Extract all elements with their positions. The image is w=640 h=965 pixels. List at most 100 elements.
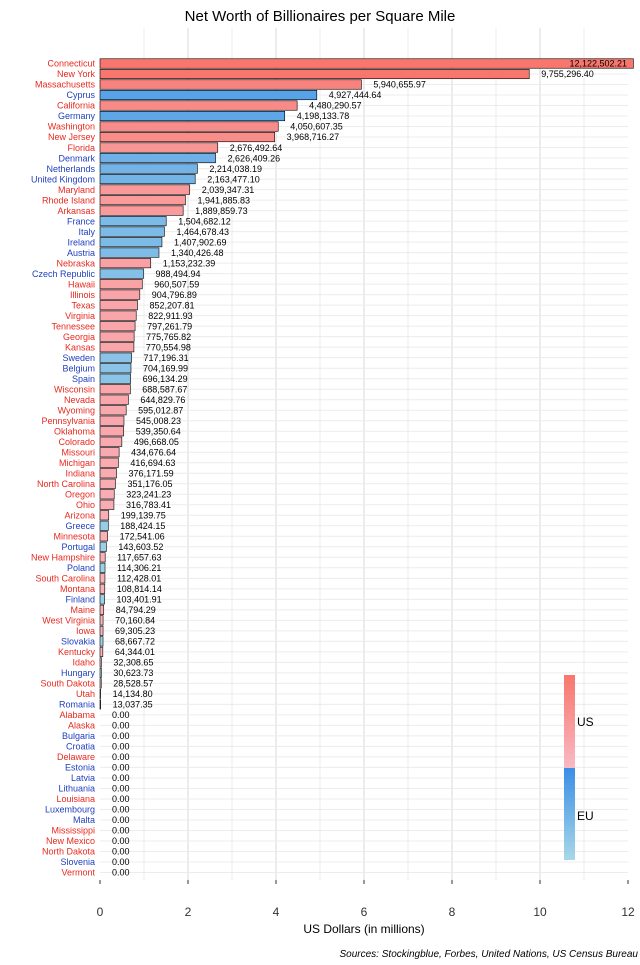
bar-indiana (99, 468, 117, 479)
value-label: 30,623.73 (113, 668, 153, 678)
category-label: Belgium (62, 363, 95, 373)
category-label: Cyprus (66, 90, 95, 100)
value-label: 1,407,902.69 (174, 237, 227, 247)
bar-united-kingdom (99, 174, 196, 185)
value-label: 1,153,232.39 (163, 258, 216, 268)
category-label: Sweden (62, 353, 95, 363)
bar-new-hampshire (99, 552, 106, 563)
value-label: 696,134.29 (143, 374, 188, 384)
category-label: Austria (67, 248, 95, 258)
category-label: Spain (72, 374, 95, 384)
value-label: 770,554.98 (146, 342, 191, 352)
value-label: 143,603.52 (118, 542, 163, 552)
bar-wyoming (99, 405, 127, 416)
category-label: United Kingdom (31, 174, 95, 184)
value-label: 0.00 (112, 731, 130, 741)
bar-portugal (99, 541, 107, 552)
category-label: Maine (70, 605, 95, 615)
bar-virginia (99, 310, 137, 321)
value-label: 12,122,502.21 (569, 59, 627, 69)
bar-pennsylvania (99, 415, 125, 426)
value-label: 112,428.01 (117, 574, 161, 584)
value-label: 2,163,477.10 (207, 174, 260, 184)
category-label: Alabama (59, 710, 95, 720)
bar-idaho (99, 657, 102, 668)
x-tick-labels: 0 2 4 6 8 10 12 (97, 880, 635, 919)
category-label: Massachusetts (35, 80, 96, 90)
value-label: 84,794.29 (116, 605, 156, 615)
category-label: Virginia (65, 311, 95, 321)
value-label: 797,261.79 (147, 321, 192, 331)
bar-south-carolina (99, 573, 106, 584)
bar-iowa (99, 625, 104, 636)
bar-michigan (99, 457, 119, 468)
value-label: 644,829.76 (140, 395, 185, 405)
value-label: 114,306.21 (117, 563, 161, 573)
category-label: Kentucky (58, 647, 96, 657)
bar-denmark (99, 153, 216, 164)
category-label: Illinois (70, 290, 96, 300)
bar-ireland (99, 237, 163, 248)
category-label: Florida (67, 143, 95, 153)
value-label: 988,494.94 (155, 269, 200, 279)
value-label: 103,401.91 (117, 595, 162, 605)
category-label: Texas (71, 300, 95, 310)
bar-california (99, 100, 298, 111)
category-label: Germany (58, 111, 96, 121)
bar-nebraska (99, 258, 152, 269)
category-label: Michigan (59, 458, 95, 468)
category-label: Oklahoma (54, 426, 95, 436)
bar-italy (99, 226, 165, 237)
bar-west-virginia (99, 615, 104, 626)
value-label: 0.00 (112, 794, 130, 804)
bar-cyprus (99, 89, 318, 101)
value-label: 0.00 (112, 868, 130, 878)
value-label: 14,134.80 (113, 689, 153, 699)
category-label: Czech Republic (32, 269, 96, 279)
category-label: Hungary (61, 668, 96, 678)
legend-eu-label: EU (577, 809, 594, 823)
bar-france (99, 216, 167, 227)
category-label: New Hampshire (31, 553, 95, 563)
category-label: California (57, 101, 95, 111)
value-label: 1,464,678.43 (176, 227, 229, 237)
chart-title: Net Worth of Billionaires per Square Mil… (185, 8, 456, 25)
value-label: 64,344.01 (115, 647, 155, 657)
value-label: 775,765.82 (146, 332, 191, 342)
category-label: Hawaii (68, 279, 95, 289)
legend-eu-swatch (564, 768, 575, 860)
value-label: 316,783.41 (126, 500, 171, 510)
category-label: Slovenia (60, 857, 95, 867)
value-label: 376,171.59 (129, 468, 174, 478)
legend: US EU (564, 675, 594, 860)
bar-massachusetts (99, 79, 362, 90)
value-label: 68,667.72 (115, 637, 155, 647)
category-label: Iowa (76, 626, 95, 636)
bar-montana (99, 583, 106, 594)
value-label: 4,480,290.57 (309, 101, 362, 111)
category-label: Oregon (65, 489, 95, 499)
category-label: Nevada (64, 395, 95, 405)
category-label: South Carolina (35, 574, 95, 584)
category-label: Wyoming (58, 405, 95, 415)
value-label: 545,008.23 (136, 416, 181, 426)
category-label: Portugal (61, 542, 95, 552)
bar-finland (99, 594, 105, 605)
bar-illinois (99, 289, 141, 300)
bar-tennessee (99, 321, 136, 332)
bar-austria (99, 247, 160, 258)
value-label: 69,305.23 (115, 626, 155, 636)
bar-arkansas (99, 205, 184, 216)
value-label: 0.00 (112, 857, 130, 867)
value-label: 2,039,347.31 (202, 185, 255, 195)
category-label: Romania (59, 700, 95, 710)
value-label: 5,940,655.97 (373, 80, 426, 90)
legend-us-label: US (577, 715, 594, 729)
bar-texas (99, 300, 138, 311)
value-label: 539,350.64 (136, 426, 181, 436)
x-tick-label: 10 (533, 905, 547, 919)
value-label: 108,814.14 (117, 584, 162, 594)
value-labels: 12,122,502.219,755,296.40 5,940,655.974,9… (112, 59, 627, 878)
category-label: Greece (65, 521, 95, 531)
